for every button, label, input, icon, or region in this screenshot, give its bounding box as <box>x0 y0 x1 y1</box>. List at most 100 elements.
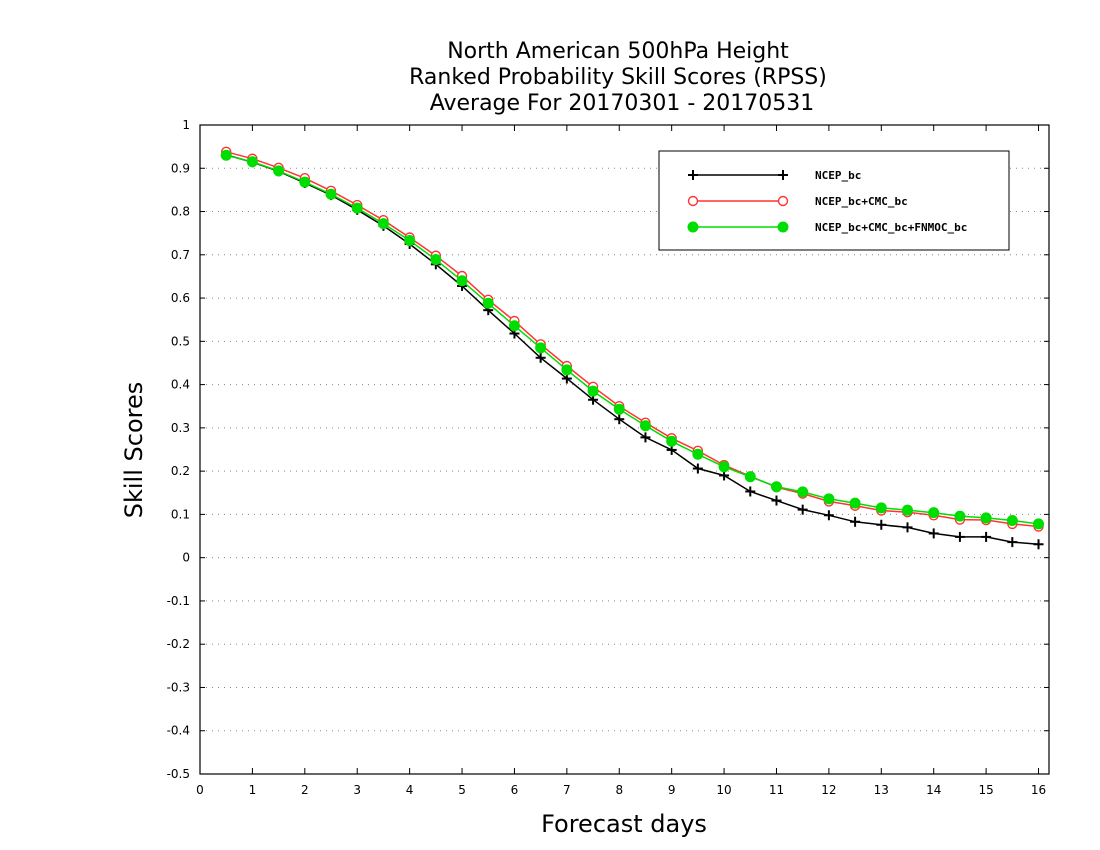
data-point <box>299 176 311 188</box>
legend-marker <box>777 195 789 207</box>
data-point <box>954 510 966 522</box>
data-point <box>613 403 625 415</box>
y-tick-label: 0.7 <box>171 248 190 262</box>
legend-label: NCEP_bc <box>815 169 861 182</box>
data-point <box>1033 539 1044 550</box>
data-point <box>1007 537 1018 548</box>
axis-ticks: -0.5 -0.4 -0.3 -0.2 -0.1 0 0.1 0.2 0.3 0.4 0.5 0.6 0… <box>167 118 1049 797</box>
x-tick-label: 2 <box>301 783 309 797</box>
legend-item-0: NCEP_bc <box>688 169 861 182</box>
data-point <box>220 149 232 161</box>
data-point <box>273 165 285 177</box>
series-layer <box>220 146 1045 550</box>
y-tick-label: -0.3 <box>167 680 190 694</box>
data-point <box>692 463 703 474</box>
data-point <box>351 202 363 214</box>
data-point <box>377 218 389 230</box>
x-tick-label: 7 <box>563 783 571 797</box>
legend-marker <box>777 221 789 233</box>
plot-frame <box>199 124 1050 775</box>
chart-title-line-3: Average For 20170301 - 20170531 <box>430 91 815 116</box>
y-tick-label: 0.2 <box>171 464 190 478</box>
data-point <box>797 486 809 498</box>
data-point <box>980 512 992 524</box>
chart-title-line-2: Ranked Probability Skill Scores (RPSS) <box>409 65 827 90</box>
data-point <box>614 414 625 425</box>
x-tick-label: 1 <box>249 783 257 797</box>
data-point <box>954 531 965 542</box>
y-tick-label: -0.1 <box>167 594 190 608</box>
x-tick-label: 14 <box>926 783 941 797</box>
x-tick-label: 12 <box>821 783 836 797</box>
y-tick-label: 1 <box>182 118 190 132</box>
data-point <box>692 448 704 460</box>
data-point <box>745 486 756 497</box>
x-axis-label: Forecast days <box>541 810 707 838</box>
data-point <box>1033 518 1045 530</box>
y-tick-label: 0.4 <box>171 378 190 392</box>
data-point <box>640 432 651 443</box>
series-2 <box>220 149 1045 530</box>
legend-marker <box>687 195 699 207</box>
y-tick-label: 0.8 <box>171 205 190 219</box>
data-point <box>928 507 940 519</box>
data-point <box>482 297 494 309</box>
y-tick-label: 0.1 <box>171 507 190 521</box>
data-point <box>928 528 939 539</box>
y-tick-label: 0.5 <box>171 334 190 348</box>
data-point <box>876 519 887 530</box>
data-point <box>902 522 913 533</box>
data-point <box>456 275 468 287</box>
data-point <box>718 461 730 473</box>
x-tick-label: 4 <box>406 783 414 797</box>
data-point <box>850 516 861 527</box>
legend-label: NCEP_bc+CMC_bc <box>815 195 908 208</box>
y-tick-label: 0.6 <box>171 291 190 305</box>
x-tick-label: 11 <box>769 783 784 797</box>
legend-items: NCEP_bc NCEP_bc+CMC_bc NCEP_bc+CMC_bc+FNMO… <box>687 169 967 234</box>
legend-item-2: NCEP_bc+CMC_bc+FNMOC_bc <box>687 221 967 234</box>
data-point <box>587 385 599 397</box>
data-point <box>849 497 861 509</box>
x-tick-label: 13 <box>874 783 889 797</box>
data-point <box>1006 514 1018 526</box>
data-point <box>246 156 258 168</box>
legend-marker <box>687 221 699 233</box>
data-point <box>508 320 520 332</box>
chart-title-line-1: North American 500hPa Height <box>447 39 789 64</box>
data-point <box>797 504 808 515</box>
x-tick-label: 5 <box>458 783 466 797</box>
x-tick-label: 0 <box>196 783 204 797</box>
y-tick-label: 0.9 <box>171 161 190 175</box>
y-tick-label: -0.5 <box>167 767 190 781</box>
data-point <box>875 502 887 514</box>
data-point <box>823 510 834 521</box>
x-tick-label: 16 <box>1031 783 1046 797</box>
x-tick-label: 9 <box>668 783 676 797</box>
data-point <box>535 342 547 354</box>
x-tick-label: 8 <box>615 783 623 797</box>
x-tick-label: 10 <box>716 783 731 797</box>
data-point <box>771 495 782 506</box>
data-point <box>430 254 442 266</box>
data-point <box>902 504 913 516</box>
data-point <box>770 481 782 493</box>
data-point <box>981 531 992 542</box>
grid-lines <box>200 167 1049 732</box>
y-tick-label: 0 <box>182 551 190 565</box>
legend: NCEP_bc NCEP_bc+CMC_bc NCEP_bc+CMC_bc+FNMO… <box>658 150 1010 251</box>
x-tick-label: 6 <box>511 783 519 797</box>
data-point <box>744 471 756 483</box>
data-point <box>561 364 573 376</box>
legend-label: NCEP_bc+CMC_bc+FNMOC_bc <box>815 221 967 234</box>
data-point <box>404 235 416 247</box>
x-tick-label: 3 <box>353 783 361 797</box>
y-axis-label: Skill Scores <box>120 382 148 519</box>
legend-item-1: NCEP_bc+CMC_bc <box>687 195 908 208</box>
legend-marker <box>778 170 788 180</box>
data-point <box>535 352 546 363</box>
data-point <box>325 188 337 200</box>
data-point <box>666 435 678 447</box>
x-tick-label: 15 <box>978 783 993 797</box>
